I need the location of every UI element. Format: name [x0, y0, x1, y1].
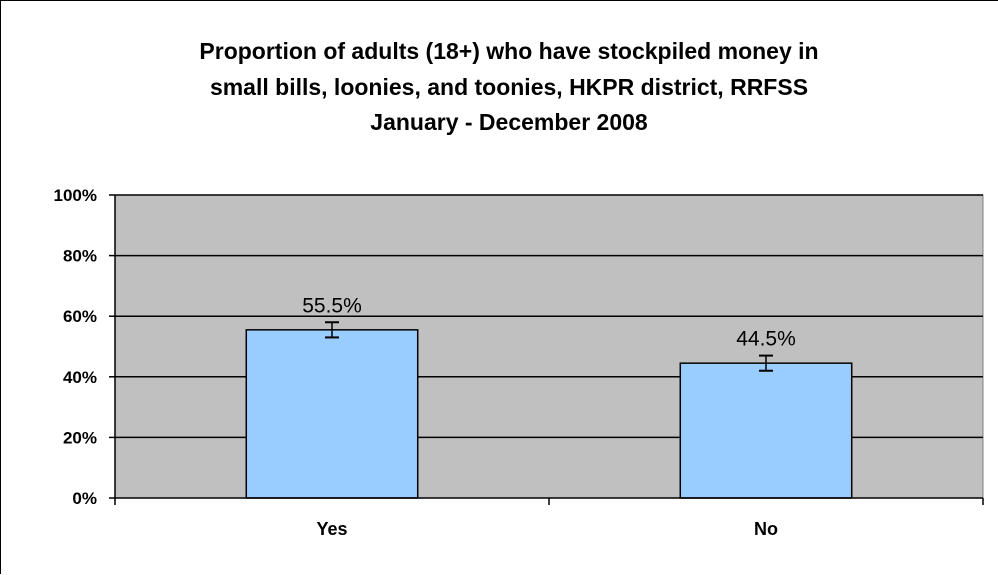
x-tick-labels: Yes No	[316, 519, 778, 539]
bar-yes	[245, 329, 419, 499]
bar-no	[679, 362, 853, 499]
error-bar-yes	[325, 321, 339, 339]
axes	[109, 194, 984, 505]
y-tick-label-20: 20%	[63, 428, 97, 447]
y-tick-label-40: 40%	[63, 368, 97, 387]
data-labels: 55.5% 44.5%	[302, 294, 796, 350]
chart-title: Proportion of adults (18+) who have stoc…	[199, 38, 818, 135]
x-tick-label-yes: Yes	[316, 519, 347, 539]
data-label-yes: 55.5%	[302, 294, 362, 317]
chart-title-line-1: Proportion of adults (18+) who have stoc…	[199, 38, 818, 64]
y-tick-label-80: 80%	[63, 247, 97, 266]
y-tick-labels: 0% 20% 40% 60% 80% 100%	[54, 186, 97, 508]
error-bar-no	[759, 354, 773, 372]
y-tick-label-60: 60%	[63, 307, 97, 326]
x-tick-label-no: No	[754, 519, 778, 539]
y-tick-label-100: 100%	[54, 186, 97, 205]
y-tick-label-0: 0%	[72, 489, 97, 508]
bars	[245, 329, 853, 499]
chart-title-line-2: small bills, loonies, and toonies, HKPR …	[210, 74, 808, 100]
data-label-no: 44.5%	[736, 328, 796, 351]
chart-title-line-3: January - December 2008	[370, 109, 648, 135]
plot-area	[114, 194, 984, 499]
error-bars	[325, 321, 773, 372]
